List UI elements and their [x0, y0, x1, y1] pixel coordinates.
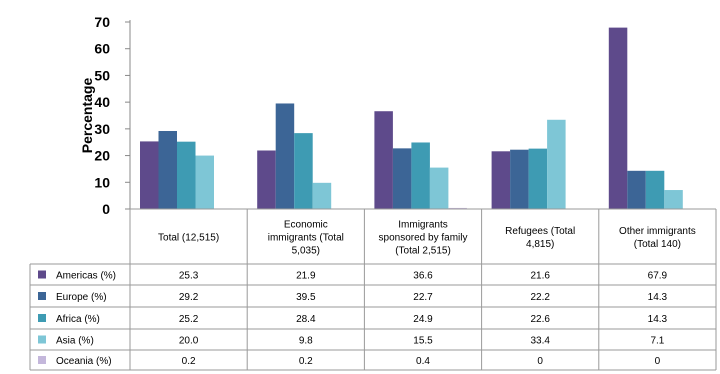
category-label: (Total 2,515) [395, 246, 451, 257]
bar [645, 170, 665, 209]
data-label: 7.1 [650, 336, 664, 347]
y-tick-label: 70 [94, 14, 110, 30]
bar [294, 133, 313, 209]
bar [257, 150, 276, 209]
bar [140, 141, 159, 209]
data-label: 15.5 [413, 336, 433, 347]
category-label: Immigrants [398, 220, 447, 231]
category-label: Economic [284, 220, 328, 231]
data-label: 28.4 [296, 314, 316, 325]
data-label: 67.9 [648, 271, 668, 282]
data-label: 25.3 [179, 271, 199, 282]
data-label: 22.2 [530, 292, 550, 303]
y-tick-label: 50 [94, 67, 110, 83]
series-name: Europe (%) [56, 292, 107, 303]
bar [547, 119, 566, 209]
y-axis-title: Percentage [79, 78, 95, 154]
category-label: Refugees (Total [505, 226, 575, 237]
y-tick-label: 60 [94, 41, 110, 57]
bar [158, 130, 177, 209]
data-label: 25.2 [179, 314, 199, 325]
bar [510, 149, 529, 209]
bar [429, 167, 449, 209]
y-tick-label: 0 [102, 201, 110, 217]
legend-key [38, 335, 46, 344]
data-label: 20.0 [179, 336, 199, 347]
data-label: 21.6 [530, 271, 550, 282]
data-label: 14.3 [648, 292, 668, 303]
bar [177, 141, 196, 209]
y-tick-label: 10 [94, 174, 110, 190]
data-label: 0 [537, 356, 543, 367]
bar [195, 155, 214, 209]
data-label: 21.9 [296, 271, 316, 282]
category-label: Other immigrants [619, 226, 696, 237]
legend-key [38, 270, 46, 279]
series-name: Asia (%) [56, 336, 94, 347]
y-tick-label: 30 [94, 121, 110, 137]
y-tick-label: 20 [94, 148, 110, 164]
data-label: 0.2 [182, 356, 196, 367]
y-tick-label: 40 [94, 94, 110, 110]
data-table: Total (12,515) Economic immigrants (Total 5… [29, 208, 717, 371]
bar [374, 111, 393, 209]
data-label: 0.2 [299, 356, 313, 367]
bar [411, 142, 430, 209]
series-name: Oceania (%) [56, 356, 112, 367]
data-label: 14.3 [648, 314, 668, 325]
bar [608, 27, 628, 209]
data-label: 39.5 [296, 292, 316, 303]
category-label: 4,815) [526, 239, 554, 250]
data-label: 9.8 [299, 336, 313, 347]
series-name: Africa (%) [56, 314, 100, 325]
legend-key [38, 356, 46, 364]
category-label: 5,035) [292, 246, 320, 257]
category-label: Total (12,515) [158, 233, 219, 244]
data-label: 24.9 [413, 314, 433, 325]
data-label: 22.6 [530, 314, 550, 325]
bars-group [140, 27, 683, 209]
bar [664, 190, 683, 209]
data-label: 33.4 [530, 336, 550, 347]
bar [627, 170, 646, 209]
axes: 0 10 20 30 40 50 60 70 Percentage [79, 14, 131, 217]
bar [491, 151, 511, 209]
bar [275, 103, 295, 209]
legend-key [38, 314, 46, 322]
series-name: Americas (%) [56, 271, 116, 282]
category-label: immigrants (Total [268, 233, 344, 244]
bar [312, 182, 332, 209]
data-label: 36.6 [413, 271, 433, 282]
data-label: 22.7 [413, 292, 433, 303]
data-label: 0 [655, 356, 661, 367]
bar [392, 148, 412, 209]
data-label: 29.2 [179, 292, 199, 303]
category-label: sponsored by family [379, 233, 468, 244]
bar [528, 148, 548, 209]
bar [448, 207, 467, 209]
legend-key [38, 292, 46, 300]
category-label: (Total 140) [634, 239, 681, 250]
data-label: 0.4 [416, 356, 430, 367]
